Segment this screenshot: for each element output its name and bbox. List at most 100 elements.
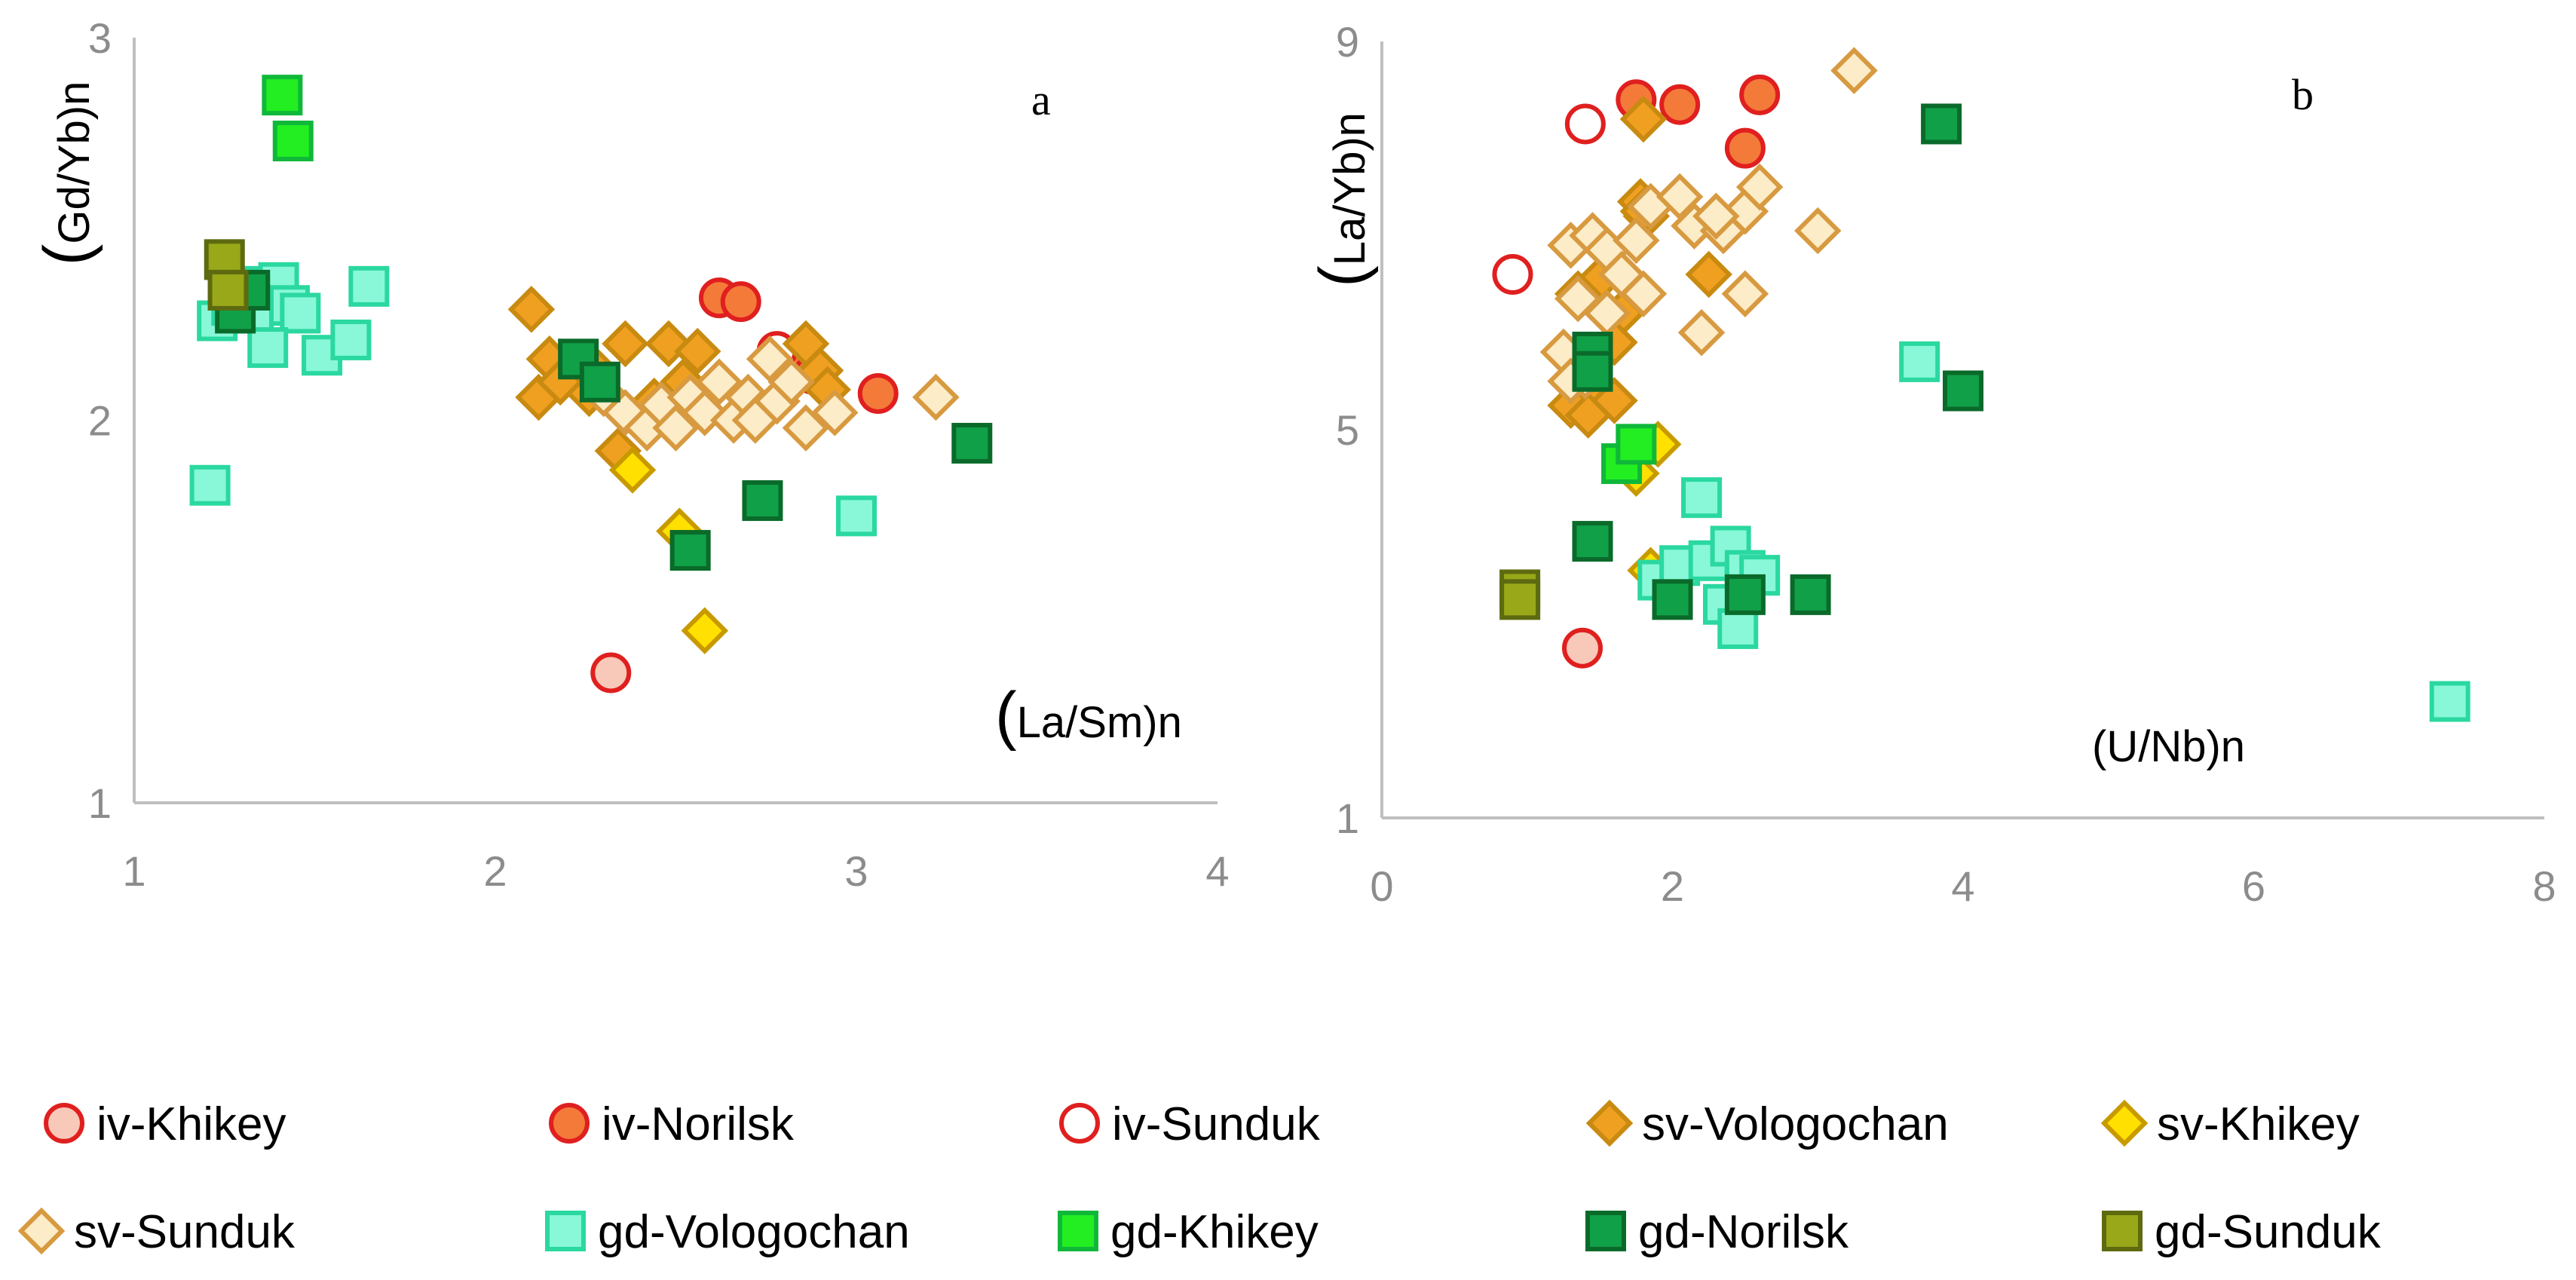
chart-b-ylabel-text: La/Yb)n [1325,112,1374,265]
chart-b-point-sv-sunduk [1794,207,1842,255]
chart-b-point-sv-sunduk [1735,163,1784,211]
legend-symbol-sv-khikey [2100,1099,2149,1147]
chart-a-xtick-label: 3 [844,847,868,895]
chart-a-point-gd-vologochan [348,265,390,307]
chart-a-ytick-label: 2 [88,397,112,445]
svg-text:(La/Yb)n: (La/Yb)n [1306,112,1379,287]
legend-symbol-sv-sunduk [17,1207,66,1255]
chart-b-point-sv-sunduk [1613,216,1660,265]
chart-b-ylabel: (La/Yb)n [1306,112,1379,287]
chart-b-point-gd-vologochan [1899,341,1940,382]
chart-a-point-gd-khikey [262,75,303,116]
legend-label-gd-sunduk: gd-Sunduk [2155,1206,2381,1258]
chart-b-point-iv-norilsk [1739,74,1781,115]
chart-a-point-iv-norilsk [857,372,899,414]
chart-a-ylabel-paren: ( [31,243,103,265]
chart-a-xlabel-paren: ( [995,679,1017,752]
legend-item-gd-khikey: gd-Khikey [1058,1206,1319,1258]
chart-a-point-sv-vologochan [602,320,649,368]
chart-b-xtick-label: 6 [2242,862,2265,910]
chart-a-xtick-label: 4 [1205,847,1229,895]
chart-b-point-gd-khikey [1616,424,1657,465]
legend-label-sv-sunduk: sv-Sunduk [74,1206,296,1258]
chart-a-point-sv-vologochan [507,286,556,333]
chart-a-point-sv-khikey [681,607,729,654]
chart-b-point-sv-vologochan [1685,250,1732,299]
chart-a-point-gd-norilsk [669,530,711,571]
chart-b-point-iv-sunduk [1564,103,1606,145]
chart-b-point-gd-norilsk [1572,351,1613,392]
chart-b-xtick-label: 0 [1370,862,1393,910]
legend-item-gd-vologochan: gd-Vologochan [545,1206,910,1258]
chart-b-point-gd-norilsk [1943,370,1983,412]
legend-marker-sv-vologochan [1585,1099,1634,1147]
chart-b-point-gd-norilsk [1790,574,1831,615]
legend-marker-sv-sunduk [17,1207,66,1255]
chart-b-point-gd-vologochan [1681,477,1723,519]
legend-symbol-sv-vologochan [1585,1099,1634,1147]
chart-a-point-gd-vologochan [280,292,321,334]
chart-a-ticks: 1 2 3 4 1 2 3 [88,14,1230,895]
legend-item-sv-khikey: sv-Khikey [2100,1098,2360,1150]
chart-a-point-gd-khikey [272,121,314,162]
chart-b-point-sv-sunduk [1692,192,1740,240]
chart-a-point-sv-sunduk [746,335,794,383]
chart-b-ticks: 0 2 4 6 8 1 5 9 [1336,18,2556,910]
chart-a-xtick-label: 1 [122,847,145,895]
legend-symbol-iv-norilsk [549,1103,590,1144]
chart-b-ylabel-paren: ( [1306,265,1379,287]
chart-b-point-sv-sunduk [1619,270,1668,317]
chart-b-point-gd-norilsk [1724,574,1766,615]
chart-a-point-sv-sunduk [912,373,960,421]
chart-b-point-gd-sunduk [1499,579,1541,620]
chart-b-point-sv-sunduk [1721,270,1769,317]
legend-marker-iv-norilsk [549,1103,590,1144]
chart-b-point-iv-sunduk [1492,254,1533,295]
legend-item-gd-norilsk: gd-Norilsk [1585,1206,1849,1258]
chart-a-point-iv-khikey [590,652,632,694]
chart-b-point-gd-norilsk [1921,103,1962,145]
chart-a-point-sv-sunduk [811,389,859,436]
chart-b-xlabel-text: (U/Nb)n [2092,722,2245,771]
chart-b-xtick-label: 2 [1661,862,1684,910]
chart-b-marks [1492,47,2470,722]
chart-a-ylabel: (Gd/Yb)n [31,81,103,266]
chart-b-xtick-label: 4 [1951,862,1974,910]
chart-b-ytick-label: 1 [1336,795,1359,842]
legend-label-iv-sunduk: iv-Sunduk [1112,1098,1321,1150]
chart-b-ytick-label: 5 [1336,406,1359,454]
legend-label-gd-vologochan: gd-Vologochan [598,1206,910,1258]
legend-symbol-iv-khikey [44,1103,84,1144]
chart-b-point-iv-khikey [1561,627,1603,669]
chart-b-point-gd-vologochan [2429,681,2470,722]
legend-item-iv-norilsk: iv-Norilsk [549,1098,795,1150]
legend-label-sv-vologochan: sv-Vologochan [1642,1098,1949,1150]
legend-symbol-iv-sunduk [1059,1103,1100,1144]
chart-a-point-gd-vologochan [836,495,877,537]
chart-b-point-gd-norilsk [1572,521,1613,562]
chart-a-point-gd-norilsk [951,422,993,464]
legend-item-sv-vologochan: sv-Vologochan [1585,1098,1949,1150]
legend-marker-sv-khikey [2100,1099,2149,1147]
chart-b-panel-label: b [2292,70,2314,119]
chart-b-point-sv-sunduk [1677,309,1726,357]
legend-symbol-gd-khikey [1058,1211,1098,1251]
chart-a-ytick-label: 3 [88,14,112,62]
legend-label-iv-khikey: iv-Khikey [96,1098,286,1150]
chart-a-point-gd-norilsk [742,480,783,522]
chart-b-ytick-label: 9 [1336,18,1359,66]
chart-a-point-gd-norilsk [579,361,620,403]
legend-marker-gd-vologochan [545,1211,586,1251]
legend-marker-iv-sunduk [1059,1103,1100,1144]
chart-a-point-sv-vologochan [673,327,721,375]
legend-marker-iv-khikey [44,1103,84,1144]
chart-a-ytick-label: 1 [88,779,112,827]
chart-a-point-gd-vologochan [330,319,372,360]
chart-b-point-iv-norilsk [1724,127,1766,169]
legend-item-iv-sunduk: iv-Sunduk [1059,1098,1321,1150]
legend-label-gd-khikey: gd-Khikey [1110,1206,1319,1258]
legend-label-sv-khikey: sv-Khikey [2157,1098,2360,1150]
chart-a-point-sv-sunduk [652,404,700,452]
